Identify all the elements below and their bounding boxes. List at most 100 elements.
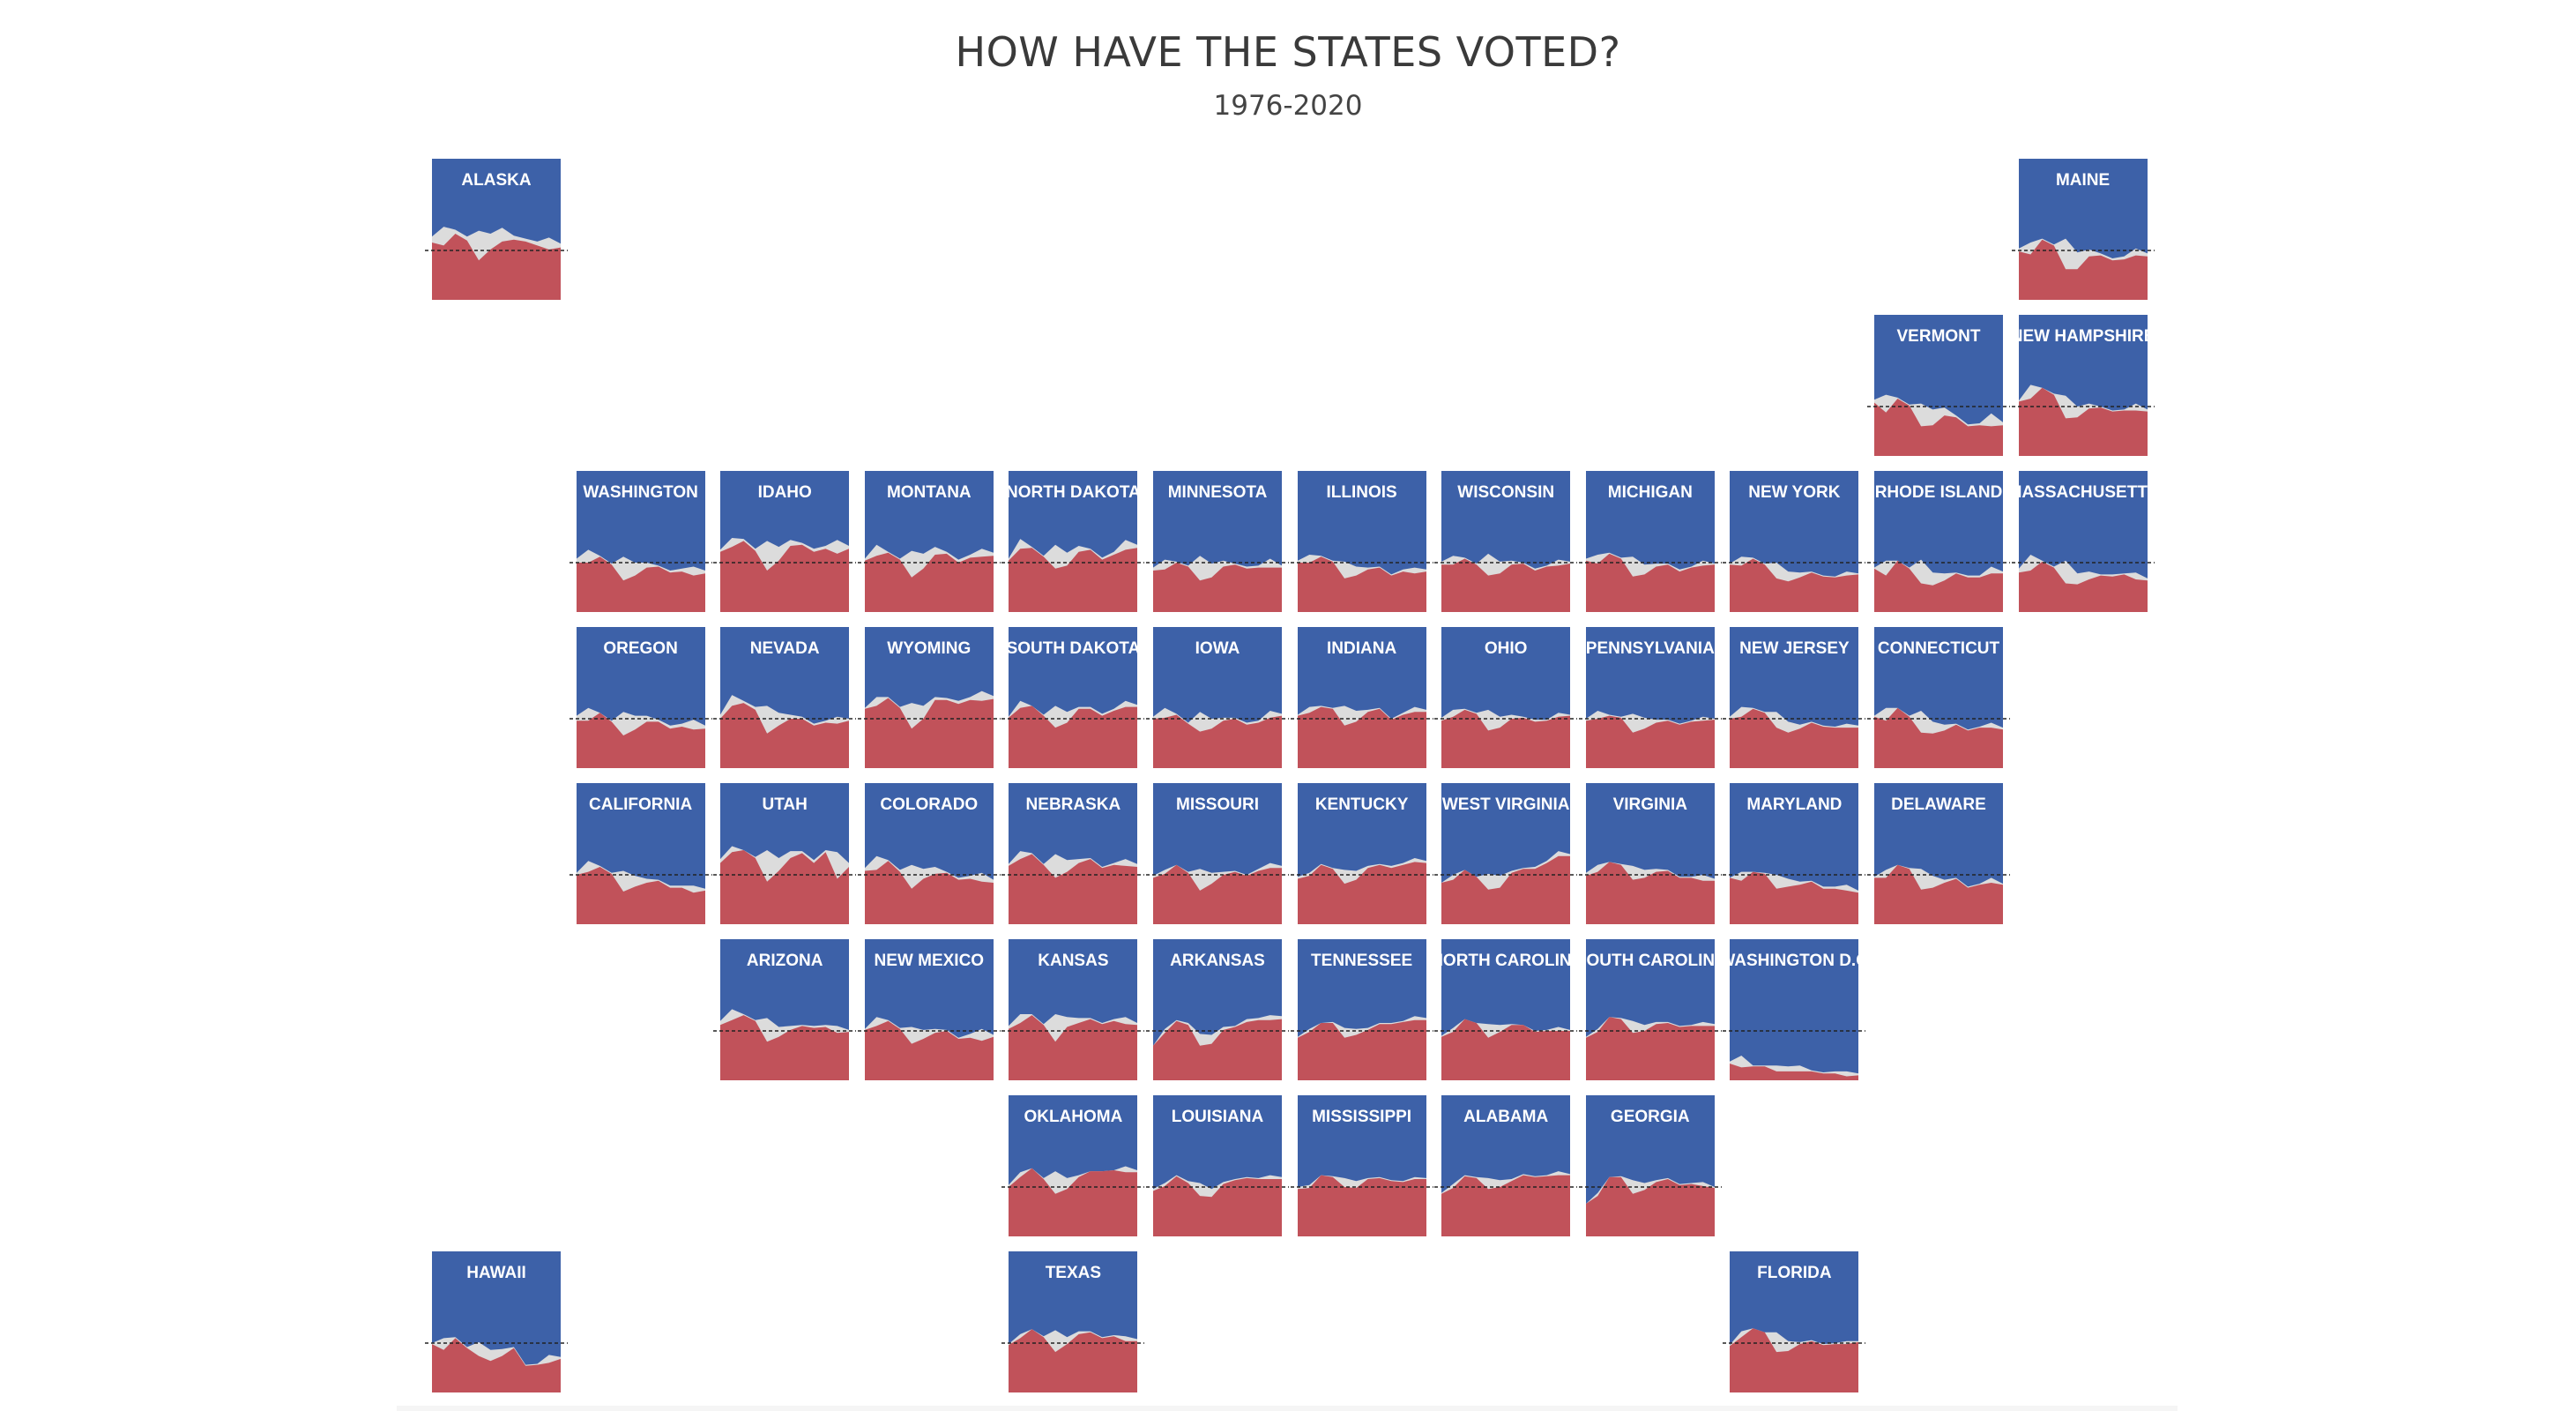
state-tile-alabama[interactable]: ALABAMA bbox=[1434, 1095, 1578, 1236]
republican-area bbox=[1009, 1168, 1138, 1236]
state-tile-montana[interactable]: MONTANA bbox=[857, 471, 1001, 612]
state-tile-georgia[interactable]: GEORGIA bbox=[1578, 1095, 1722, 1236]
republican-area bbox=[1441, 1019, 1571, 1080]
state-tile-maine[interactable]: MAINE bbox=[2011, 159, 2155, 300]
republican-area bbox=[432, 1338, 561, 1392]
state-tile-chart bbox=[1867, 783, 2010, 924]
republican-area bbox=[1441, 855, 1571, 924]
state-tile-chart bbox=[1290, 627, 1433, 768]
state-tile-chart bbox=[713, 939, 857, 1080]
state-tile-iowa[interactable]: IOWA bbox=[1146, 627, 1289, 768]
state-tile-nebraska[interactable]: NEBRASKA bbox=[1001, 783, 1145, 924]
state-tile-vermont[interactable]: VERMONT bbox=[1867, 315, 2010, 456]
state-tile-nevada[interactable]: NEVADA bbox=[713, 627, 857, 768]
republican-area bbox=[1585, 1176, 1715, 1236]
republican-area bbox=[576, 713, 705, 768]
state-tile-chart bbox=[1867, 471, 2010, 612]
state-tile-minnesota[interactable]: MINNESOTA bbox=[1146, 471, 1289, 612]
state-tile-north-dakota[interactable]: NORTH DAKOTA bbox=[1001, 471, 1145, 612]
state-tile-chart bbox=[1001, 783, 1145, 924]
state-tile-arizona[interactable]: ARIZONA bbox=[713, 939, 857, 1080]
state-tile-wyoming[interactable]: WYOMING bbox=[857, 627, 1001, 768]
state-tile-chart bbox=[1434, 627, 1578, 768]
state-tile-kansas[interactable]: KANSAS bbox=[1001, 939, 1145, 1080]
republican-area bbox=[1874, 399, 2003, 456]
state-tile-chart bbox=[1578, 471, 1722, 612]
state-tile-oregon[interactable]: OREGON bbox=[569, 627, 712, 768]
bottom-divider bbox=[397, 1406, 2178, 1411]
state-tile-chart bbox=[1723, 783, 1866, 924]
state-tile-pennsylvania[interactable]: PENNSYLVANIA bbox=[1578, 627, 1722, 768]
republican-area bbox=[864, 552, 994, 612]
state-tile-california[interactable]: CALIFORNIA bbox=[569, 783, 712, 924]
republican-area bbox=[1874, 560, 2003, 612]
state-tile-louisiana[interactable]: LOUISIANA bbox=[1146, 1095, 1289, 1236]
state-tile-illinois[interactable]: ILLINOIS bbox=[1290, 471, 1433, 612]
state-tile-chart bbox=[1146, 1095, 1289, 1236]
republican-area bbox=[1009, 1329, 1138, 1392]
state-tile-west-virginia[interactable]: WEST VIRGINIA bbox=[1434, 783, 1578, 924]
state-tile-alaska[interactable]: ALASKA bbox=[425, 159, 568, 300]
state-tile-new-hampshire[interactable]: NEW HAMPSHIRE bbox=[2011, 315, 2155, 456]
state-tile-maryland[interactable]: MARYLAND bbox=[1723, 783, 1866, 924]
state-tile-chart bbox=[857, 783, 1001, 924]
state-tile-chart bbox=[425, 1251, 568, 1392]
state-tile-chart bbox=[1434, 471, 1578, 612]
republican-area bbox=[1441, 1175, 1571, 1236]
republican-area bbox=[2018, 387, 2148, 456]
republican-area bbox=[576, 867, 705, 924]
state-tile-south-carolina[interactable]: SOUTH CAROLINA bbox=[1575, 939, 1725, 1080]
state-tile-chart bbox=[1001, 471, 1145, 612]
state-tile-chart bbox=[1001, 627, 1145, 768]
republican-area bbox=[1585, 862, 1715, 924]
state-tile-chart bbox=[1723, 1251, 1866, 1392]
republican-area bbox=[1153, 714, 1282, 768]
republican-area bbox=[576, 556, 705, 612]
state-tile-michigan[interactable]: MICHIGAN bbox=[1578, 471, 1722, 612]
state-tile-chart bbox=[1578, 939, 1722, 1080]
republican-area bbox=[2018, 239, 2148, 300]
chart-subtitle: 1976-2020 bbox=[1213, 90, 1363, 122]
state-tile-chart bbox=[1578, 783, 1722, 924]
state-tile-mississippi[interactable]: MISSISSIPPI bbox=[1290, 1095, 1433, 1236]
state-tile-indiana[interactable]: INDIANA bbox=[1290, 627, 1433, 768]
state-tile-texas[interactable]: TEXAS bbox=[1001, 1251, 1145, 1392]
state-tile-kentucky[interactable]: KENTUCKY bbox=[1290, 783, 1433, 924]
state-tile-florida[interactable]: FLORIDA bbox=[1723, 1251, 1866, 1392]
republican-area bbox=[1297, 1175, 1426, 1236]
state-tile-connecticut[interactable]: CONNECTICUT bbox=[1867, 627, 2010, 768]
state-tile-new-mexico[interactable]: NEW MEXICO bbox=[857, 939, 1001, 1080]
state-tile-chart bbox=[1146, 939, 1289, 1080]
state-tile-chart bbox=[569, 471, 712, 612]
state-tile-chart bbox=[1146, 783, 1289, 924]
state-tile-chart bbox=[1867, 315, 2010, 456]
state-tile-wisconsin[interactable]: WISCONSIN bbox=[1434, 471, 1578, 612]
state-tile-chart bbox=[713, 783, 857, 924]
state-tile-oklahoma[interactable]: OKLAHOMA bbox=[1001, 1095, 1145, 1236]
state-tile-utah[interactable]: UTAH bbox=[713, 783, 857, 924]
state-tile-chart bbox=[1290, 1095, 1433, 1236]
state-tile-massachusetts[interactable]: MASSACHUSETTS bbox=[2008, 471, 2158, 612]
state-tile-new-york[interactable]: NEW YORK bbox=[1723, 471, 1866, 612]
state-tile-chart bbox=[2011, 159, 2155, 300]
republican-area bbox=[2018, 561, 2148, 612]
state-tile-south-dakota[interactable]: SOUTH DAKOTA bbox=[1001, 627, 1145, 768]
state-tile-tennessee[interactable]: TENNESSEE bbox=[1290, 939, 1433, 1080]
state-tile-colorado[interactable]: COLORADO bbox=[857, 783, 1001, 924]
republican-area bbox=[720, 850, 850, 924]
state-tile-hawaii[interactable]: HAWAII bbox=[425, 1251, 568, 1392]
state-tile-chart bbox=[1001, 1251, 1145, 1392]
state-tile-delaware[interactable]: DELAWARE bbox=[1867, 783, 2010, 924]
state-tile-washington[interactable]: WASHINGTON bbox=[569, 471, 712, 612]
state-tile-ohio[interactable]: OHIO bbox=[1434, 627, 1578, 768]
state-tile-chart bbox=[2011, 471, 2155, 612]
state-tile-chart bbox=[569, 627, 712, 768]
state-tile-missouri[interactable]: MISSOURI bbox=[1146, 783, 1289, 924]
state-tile-virginia[interactable]: VIRGINIA bbox=[1578, 783, 1722, 924]
state-tile-arkansas[interactable]: ARKANSAS bbox=[1146, 939, 1289, 1080]
state-tile-idaho[interactable]: IDAHO bbox=[713, 471, 857, 612]
state-tile-washington-d-c[interactable]: WASHINGTON D.C. bbox=[1719, 939, 1869, 1080]
state-tile-north-carolina[interactable]: NORTH CAROLINA bbox=[1431, 939, 1581, 1080]
state-tile-new-jersey[interactable]: NEW JERSEY bbox=[1723, 627, 1866, 768]
state-tile-rhode-island[interactable]: RHODE ISLAND bbox=[1867, 471, 2010, 612]
